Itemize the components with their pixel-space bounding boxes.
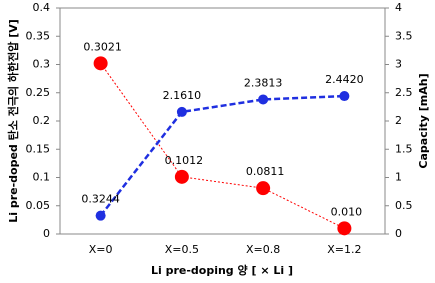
x-tick-label: X=0.8 xyxy=(246,243,280,256)
data-label: 2.1610 xyxy=(163,89,202,102)
y-tick-label: 0.25 xyxy=(26,86,51,99)
y2-tick-label: 3 xyxy=(395,58,402,71)
data-label: 2.4420 xyxy=(325,73,364,86)
series-line xyxy=(100,63,345,229)
y-tick-label: 0.15 xyxy=(26,142,51,155)
series-line xyxy=(99,94,345,217)
y2-tick-label: 0.5 xyxy=(395,199,413,212)
data-label: 2.3813 xyxy=(244,76,283,89)
y2-tick-label: 4 xyxy=(395,1,402,14)
y-tick-label: 0.4 xyxy=(33,1,51,14)
y-tick-label: 0.2 xyxy=(33,114,51,127)
x-tick-label: X=1.2 xyxy=(327,243,361,256)
y2-axis-label: Capacity [mAh] xyxy=(417,73,430,168)
data-label: 0.010 xyxy=(331,205,363,218)
y-tick-label: 0.05 xyxy=(26,199,51,212)
data-label: 0.0811 xyxy=(246,165,285,178)
data-point xyxy=(256,181,271,196)
y2-tick-label: 3.5 xyxy=(395,29,413,42)
data-point xyxy=(93,56,108,71)
data-label: 0.3021 xyxy=(83,40,122,53)
data-point xyxy=(339,91,350,102)
x-tick-label: X=0 xyxy=(89,243,113,256)
data-point xyxy=(258,94,269,105)
data-label: 0.1012 xyxy=(165,154,204,167)
y2-tick-label: 1 xyxy=(395,171,402,184)
data-label: 0.3244 xyxy=(81,193,120,206)
y2-tick-label: 2.5 xyxy=(395,86,413,99)
y2-tick-label: 1.5 xyxy=(395,142,413,155)
data-point xyxy=(174,169,189,184)
y-tick-label: 0.35 xyxy=(26,29,51,42)
y-tick-label: 0.3 xyxy=(33,58,51,71)
y-tick-label: 0.1 xyxy=(33,171,51,184)
x-axis-label: Li pre-doping 양 [ × Li ] xyxy=(151,263,293,277)
y2-tick-label: 0 xyxy=(395,227,402,240)
data-point xyxy=(176,106,187,117)
x-tick-label: X=0.5 xyxy=(165,243,199,256)
y-tick-label: 0 xyxy=(43,227,50,240)
y2-tick-label: 2 xyxy=(395,114,402,127)
y-axis-label: Li pre-doped 탄소 전극의 하한전압 [V] xyxy=(6,19,20,223)
data-point xyxy=(95,210,106,221)
data-point xyxy=(337,221,352,236)
